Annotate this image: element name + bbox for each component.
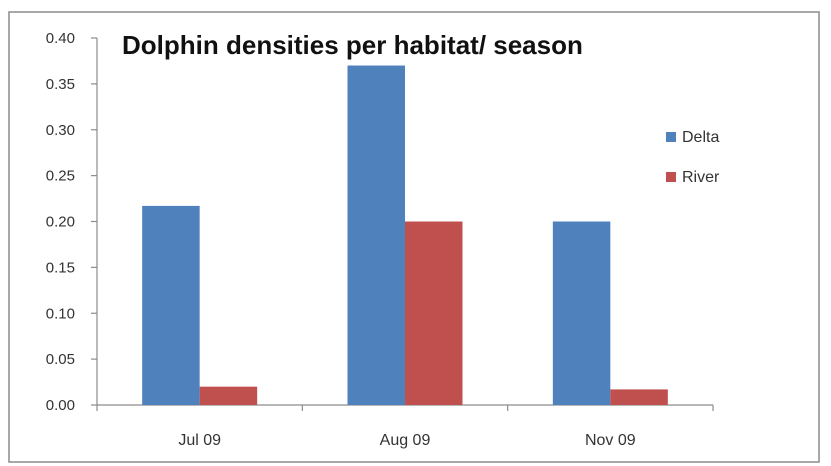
- legend-label-delta: Delta: [682, 129, 719, 146]
- legend-swatch-delta: [666, 132, 676, 142]
- y-tick-label: 0.25: [46, 168, 75, 185]
- x-tick-label: Jul 09: [178, 432, 221, 449]
- y-tick-label: 0.05: [46, 351, 75, 368]
- bar-delta-jul-09: [142, 205, 200, 405]
- legend: Delta River: [666, 129, 720, 186]
- bars: [142, 65, 668, 406]
- bar-river-nov-09: [610, 389, 668, 405]
- legend-label-river: River: [682, 169, 720, 186]
- bar-delta-aug-09: [347, 65, 405, 406]
- chart-title: Dolphin densities per habitat/ season: [122, 30, 583, 60]
- y-tick-label: 0.40: [46, 30, 75, 47]
- y-tick-label: 0.30: [46, 122, 75, 139]
- y-tick-label: 0.35: [46, 76, 75, 93]
- y-tick-label: 0.15: [46, 259, 75, 276]
- bar-river-aug-09: [405, 221, 463, 405]
- legend-swatch-river: [666, 172, 676, 182]
- y-axis: 0.00 0.05 0.10 0.15 0.20 0.25 0.30 0.35 0.40: [46, 30, 98, 414]
- y-tick-label: 0.10: [46, 305, 75, 322]
- x-tick-label: Nov 09: [585, 432, 636, 449]
- bar-river-jul-09: [199, 386, 258, 405]
- y-tick-label: 0.00: [46, 397, 75, 414]
- bar-delta-nov-09: [552, 221, 611, 405]
- x-tick-label: Aug 09: [380, 432, 431, 449]
- y-tick-label: 0.20: [46, 214, 75, 231]
